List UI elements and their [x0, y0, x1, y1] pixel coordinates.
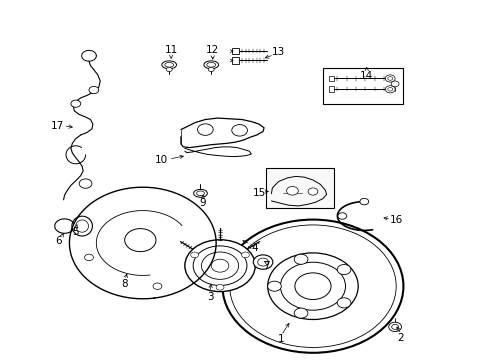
Circle shape	[190, 252, 198, 258]
Circle shape	[294, 273, 330, 300]
Circle shape	[124, 229, 156, 252]
Ellipse shape	[203, 61, 218, 69]
Bar	[232, 57, 238, 64]
Text: 11: 11	[164, 45, 178, 55]
Bar	[265, 168, 333, 208]
Circle shape	[387, 87, 392, 91]
Circle shape	[294, 254, 307, 264]
Text: 12: 12	[205, 45, 219, 55]
Circle shape	[387, 77, 392, 80]
Text: 10: 10	[155, 155, 167, 165]
Circle shape	[385, 75, 394, 82]
Text: 7: 7	[263, 261, 269, 271]
Circle shape	[216, 284, 224, 290]
Circle shape	[193, 246, 246, 285]
Text: 3: 3	[206, 292, 213, 302]
Circle shape	[267, 281, 281, 291]
Circle shape	[71, 100, 81, 107]
Circle shape	[166, 67, 172, 72]
Circle shape	[222, 220, 403, 353]
Circle shape	[391, 324, 398, 329]
Ellipse shape	[164, 63, 173, 67]
Ellipse shape	[193, 189, 207, 197]
Circle shape	[84, 254, 93, 261]
Text: 13: 13	[271, 47, 285, 57]
Circle shape	[337, 265, 350, 275]
Circle shape	[286, 186, 298, 195]
Circle shape	[267, 253, 357, 320]
Text: 1: 1	[277, 334, 284, 344]
Circle shape	[153, 283, 162, 289]
Ellipse shape	[76, 220, 88, 232]
Circle shape	[257, 258, 268, 266]
Circle shape	[208, 67, 214, 72]
Text: 14: 14	[359, 71, 373, 81]
Circle shape	[201, 252, 238, 279]
Circle shape	[388, 322, 401, 332]
Circle shape	[197, 124, 213, 135]
Circle shape	[89, 86, 99, 94]
Circle shape	[359, 198, 368, 205]
Circle shape	[294, 308, 307, 318]
Text: 8: 8	[121, 279, 128, 289]
Ellipse shape	[162, 61, 176, 69]
Circle shape	[385, 86, 394, 93]
Text: 5: 5	[72, 227, 79, 237]
Ellipse shape	[72, 216, 92, 236]
Text: 16: 16	[388, 215, 402, 225]
Circle shape	[241, 252, 249, 258]
Bar	[328, 86, 334, 92]
Circle shape	[307, 188, 317, 195]
Circle shape	[337, 213, 346, 219]
Bar	[322, 68, 403, 104]
Text: 4: 4	[250, 243, 257, 253]
Circle shape	[390, 81, 398, 87]
Text: 6: 6	[55, 236, 62, 246]
Bar	[328, 76, 334, 81]
Ellipse shape	[196, 191, 204, 196]
Text: 17: 17	[51, 121, 64, 131]
Circle shape	[280, 262, 345, 310]
Circle shape	[337, 298, 350, 308]
Circle shape	[211, 259, 228, 272]
Text: 15: 15	[252, 188, 265, 198]
Text: 9: 9	[199, 198, 206, 208]
Bar	[232, 48, 238, 54]
Circle shape	[229, 225, 395, 347]
Circle shape	[79, 179, 92, 188]
Circle shape	[184, 240, 255, 292]
Text: 2: 2	[397, 333, 404, 343]
Circle shape	[231, 125, 247, 136]
Ellipse shape	[206, 63, 215, 67]
Circle shape	[253, 255, 272, 269]
